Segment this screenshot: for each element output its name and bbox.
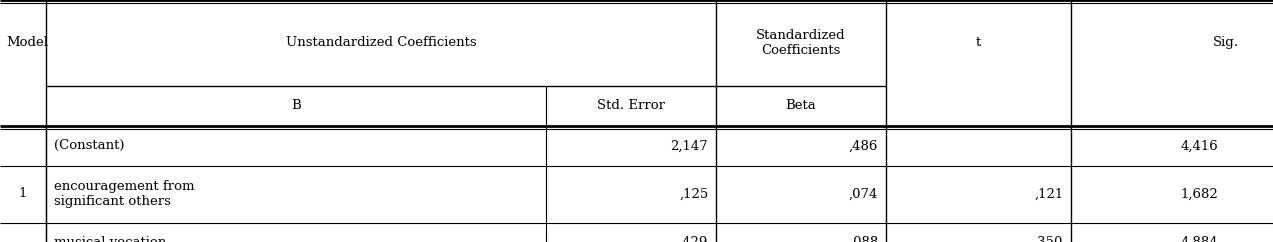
Text: 4,416: 4,416: [1180, 139, 1218, 152]
Text: t: t: [976, 37, 981, 49]
Text: Sig.: Sig.: [1213, 37, 1239, 49]
Text: Standardized
Coefficients: Standardized Coefficients: [756, 29, 845, 57]
Text: ,088: ,088: [849, 235, 878, 242]
Text: Unstandardized Coefficients: Unstandardized Coefficients: [285, 37, 476, 49]
Text: ,121: ,121: [1034, 188, 1063, 201]
Text: 1: 1: [19, 187, 27, 200]
Text: B: B: [292, 99, 300, 112]
Text: ,486: ,486: [849, 139, 878, 152]
Text: Model: Model: [6, 37, 48, 49]
Text: ,125: ,125: [679, 188, 708, 201]
Text: 1,682: 1,682: [1180, 188, 1218, 201]
Text: encouragement from
significant others: encouragement from significant others: [53, 180, 195, 208]
Text: 2,147: 2,147: [671, 139, 708, 152]
Text: ,350: ,350: [1034, 235, 1063, 242]
Text: ,429: ,429: [679, 235, 708, 242]
Text: musical vocation: musical vocation: [53, 235, 165, 242]
Text: ,074: ,074: [849, 188, 878, 201]
Text: (Constant): (Constant): [53, 139, 125, 152]
Text: 4,884: 4,884: [1181, 235, 1218, 242]
Text: Beta: Beta: [785, 99, 816, 112]
Text: Std. Error: Std. Error: [597, 99, 665, 112]
